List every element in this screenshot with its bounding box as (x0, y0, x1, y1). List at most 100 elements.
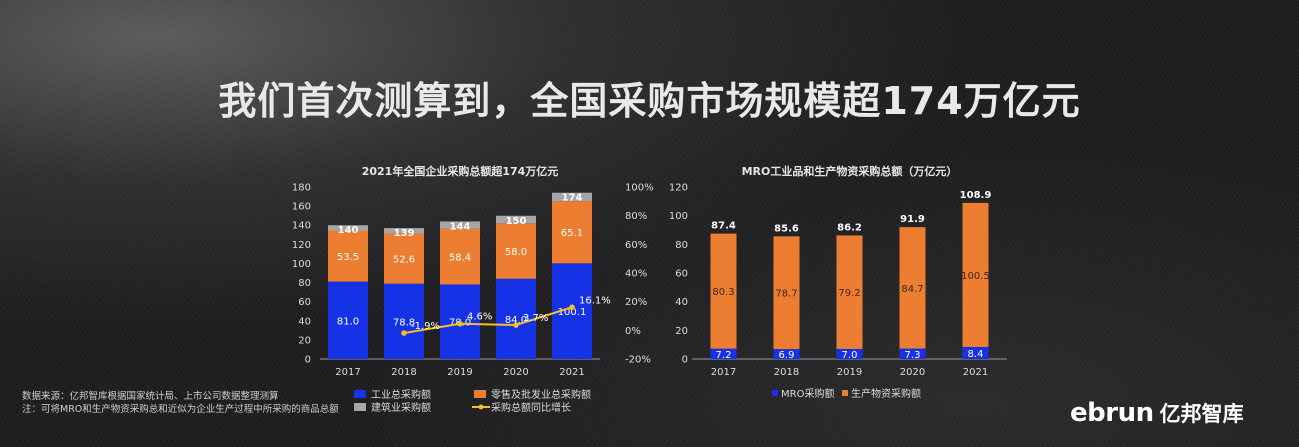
bar-segment (496, 278, 536, 359)
legend-label: MRO采购额 (781, 387, 834, 400)
x-tick-label: 2021 (963, 367, 988, 378)
bar-value-label: 65.1 (561, 228, 583, 239)
bar-segment (384, 228, 424, 234)
growth-point (513, 322, 519, 328)
bar-total-label: 91.9 (900, 214, 925, 225)
y2-tick-label: 60% (625, 240, 647, 251)
bar-value-label: 100.1 (558, 307, 587, 318)
y2-tick-label: 100% (625, 183, 654, 194)
bar-segment (899, 348, 926, 359)
bar-value-label: 81.0 (337, 316, 359, 327)
bar-segment (962, 202, 989, 347)
bar-value-label: 58.4 (449, 253, 471, 264)
y-tick-label: 100 (292, 259, 311, 270)
bar-value-label: 100.5 (961, 271, 990, 282)
bar-value-label: 7.0 (842, 350, 858, 361)
y2-tick-label: 80% (625, 211, 647, 222)
bar-segment (328, 281, 368, 359)
bar-value-label: 7.3 (905, 350, 921, 361)
bar-segment (899, 227, 926, 349)
bar-segment (440, 228, 480, 285)
legend-label: 采购总额同比增长 (491, 401, 571, 414)
logo-cn: 亿邦智库 (1159, 402, 1244, 426)
bar-segment (962, 346, 989, 359)
x-tick-label: 2021 (559, 367, 584, 378)
bar-value-label: 52.6 (393, 255, 415, 266)
x-tick-label: 2018 (391, 367, 416, 378)
bar-segment (440, 221, 480, 229)
bar-value-label: 78.7 (775, 289, 797, 300)
legend-marker (478, 404, 484, 410)
bar-segment (552, 192, 592, 202)
growth-label: 3.7% (523, 313, 548, 324)
source-note: 数据来源：亿邦智库根据国家统计局、上市公司数据整理测算 注：可将MRO和生产物资… (22, 390, 339, 416)
legend-swatch (354, 403, 366, 411)
y2-tick-label: 40% (625, 269, 647, 280)
note-line: 注：可将MRO和生产物资采购总和近似为企业生产过程中所采购的商品总额 (22, 404, 339, 415)
y-tick-label: 80 (298, 278, 311, 289)
bar-total-label: 140 (338, 225, 359, 236)
bar-total-label: 85.6 (774, 223, 799, 234)
bar-total-label: 150 (506, 216, 527, 227)
bar-segment (384, 233, 424, 284)
logo-latin: ebrun (1070, 398, 1154, 428)
y-tick-label: 140 (292, 221, 311, 232)
bar-total-label: 87.4 (711, 221, 736, 232)
bar-value-label: 84.0 (505, 315, 527, 326)
y2-tick-label: 20% (625, 297, 647, 308)
y-tick-label: 60 (298, 297, 311, 308)
bar-total-label: 174 (562, 193, 583, 204)
source-line: 数据来源：亿邦智库根据国家统计局、上市公司数据整理测算 (22, 391, 279, 402)
bar-value-label: 53.5 (337, 252, 359, 263)
bar-value-label: 79.2 (838, 288, 860, 299)
bar-segment (328, 225, 368, 231)
bar-segment (328, 230, 368, 282)
y-tick-label: 180 (292, 183, 311, 194)
ebrun-logo: ebrun 亿邦智库 (1070, 398, 1244, 428)
y-tick-label: 0 (305, 355, 311, 366)
legend-label: 零售及批发业总采购额 (491, 388, 591, 401)
x-tick-label: 2017 (335, 367, 360, 378)
y-tick-label: 80 (675, 240, 688, 251)
y-tick-label: 160 (292, 202, 311, 213)
growth-point (401, 330, 407, 336)
mro-procurement-chart: MRO工业品和生产物资采购总额（万亿元） 0 20 40 60 80 100 120 7.2 80… (669, 164, 1007, 400)
y-tick-label: 60 (675, 269, 688, 280)
x-tick-label: 2019 (447, 367, 472, 378)
legend-label: 工业总采购额 (371, 388, 431, 401)
y-tick-label: 40 (675, 297, 688, 308)
enterprise-procurement-chart: 2021年全国企业采购总额超174万亿元 0 20 40 60 80 100 120 140 16… (292, 164, 654, 414)
bar-value-label: 84.7 (901, 284, 923, 295)
growth-label: 4.6% (467, 312, 492, 323)
bar-segment (773, 236, 800, 350)
bar-value-label: 6.9 (779, 350, 795, 361)
x-tick-label: 2020 (900, 367, 925, 378)
bar-total-label: 108.9 (960, 190, 992, 201)
growth-label: 16.1% (579, 295, 611, 306)
legend-label: 生产物资采购额 (851, 387, 921, 400)
bar-segment (710, 233, 737, 349)
bar-segment (496, 223, 536, 279)
bar-value-label: 7.2 (716, 350, 732, 361)
growth-label: -1.9% (411, 321, 440, 332)
legend-swatch (772, 390, 778, 396)
bar-total-label: 139 (394, 228, 415, 239)
x-tick-label: 2018 (774, 367, 799, 378)
bar-value-label: 58.0 (505, 247, 527, 258)
growth-point (569, 304, 575, 311)
bar-segment (384, 283, 424, 359)
y-tick-label: 120 (669, 183, 688, 194)
chart-title: 2021年全国企业采购总额超174万亿元 (362, 164, 559, 178)
bar-segment (496, 215, 536, 224)
y-tick-label: 20 (675, 326, 688, 337)
y2-tick-label: 0% (625, 326, 641, 337)
legend-swatch (354, 390, 366, 398)
bar-total-label: 144 (450, 221, 471, 232)
growth-line (403, 306, 573, 335)
bar-segment (836, 235, 863, 349)
bar-value-label: 80.3 (712, 287, 734, 298)
bar-value-label: 8.4 (968, 349, 984, 360)
y2-tick-label: -20% (625, 355, 651, 366)
bar-total-label: 86.2 (837, 222, 862, 233)
bar-segment (836, 348, 863, 359)
